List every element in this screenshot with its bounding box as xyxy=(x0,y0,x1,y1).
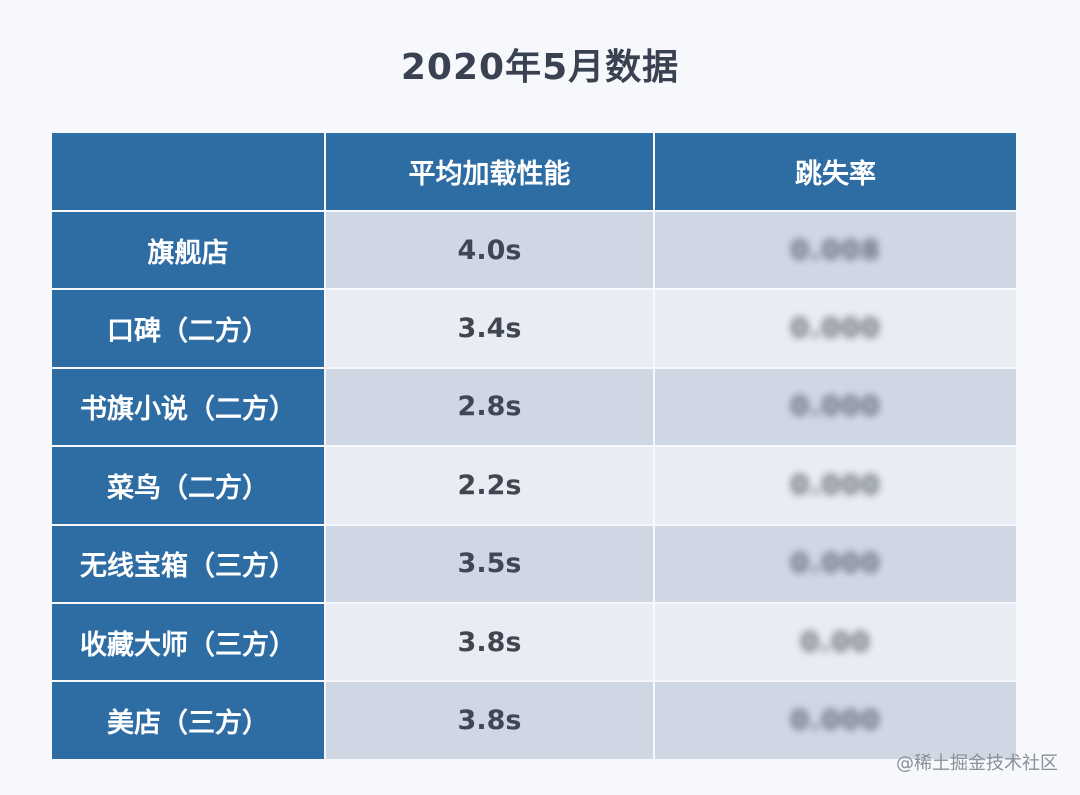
bounce-cell: 0.000 xyxy=(655,368,1016,446)
bounce-cell: 0.000 xyxy=(655,447,1016,524)
bounce-value-blurred: 0.000 xyxy=(790,705,881,737)
header-cell-bounce: 跳失率 xyxy=(655,133,1016,210)
bounce-value-blurred: 0.000 xyxy=(790,391,881,423)
load-cell: 3.4s xyxy=(326,290,653,367)
load-cell: 2.2s xyxy=(326,447,653,524)
row-label: 旗舰店 xyxy=(52,212,324,289)
load-cell: 4.0s xyxy=(326,212,653,289)
load-cell: 3.5s xyxy=(326,525,653,602)
row-label: 口碑（二方） xyxy=(52,290,324,367)
row-label: 美店（三方） xyxy=(52,682,324,759)
page-title: 2020年5月数据 xyxy=(400,47,680,88)
bounce-cell: 0.000 xyxy=(655,525,1016,602)
row-label: 无线宝箱（三方） xyxy=(52,525,324,602)
bounce-cell: 0.000 xyxy=(655,682,1016,759)
bounce-cell: 0.008 xyxy=(655,212,1016,289)
header-cell-empty xyxy=(52,133,324,210)
row-label: 菜鸟（二方） xyxy=(52,447,324,524)
load-cell: 2.8s xyxy=(326,368,653,446)
bounce-cell: 0.000 xyxy=(655,290,1016,367)
bounce-value-blurred: 0.000 xyxy=(790,469,881,501)
row-label: 收藏大师（三方） xyxy=(52,603,324,681)
data-table: 平均加载性能 跳失率 旗舰店 4.0s 0.008 口碑（二方） 3.4s 0.… xyxy=(52,133,1016,759)
bounce-value-blurred: 0.000 xyxy=(790,548,881,580)
watermark: @稀土掘金技术社区 xyxy=(896,753,1058,774)
bounce-value-blurred: 0.008 xyxy=(790,234,881,266)
bounce-value-blurred: 0.000 xyxy=(790,313,881,345)
bounce-value-blurred: 0.00 xyxy=(800,626,871,658)
load-cell: 3.8s xyxy=(326,603,653,681)
row-label: 书旗小说（二方） xyxy=(52,368,324,446)
bounce-cell: 0.00 xyxy=(655,603,1016,681)
load-cell: 3.8s xyxy=(326,682,653,759)
header-cell-load: 平均加载性能 xyxy=(326,133,653,210)
